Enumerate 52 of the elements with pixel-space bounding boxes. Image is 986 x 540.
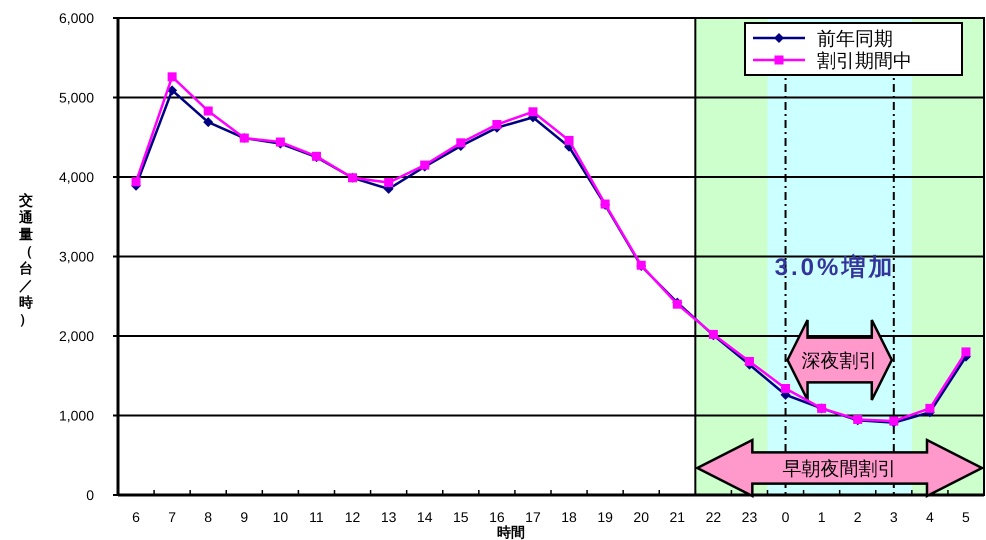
legend-label: 前年同期 <box>817 29 893 50</box>
x-tick-label: 19 <box>597 509 614 525</box>
y-tick-label: 1,000 <box>58 408 94 424</box>
point <box>168 72 177 82</box>
legend-label: 割引期間中 <box>817 51 912 72</box>
x-tick-label: 15 <box>453 509 469 525</box>
annotation: 3.0%増加 <box>774 253 896 281</box>
point <box>132 177 141 186</box>
x-tick-label: 5 <box>962 509 970 525</box>
x-tick-label: 4 <box>926 509 934 525</box>
x-tick-label: 13 <box>380 509 397 525</box>
band-label: 早朝夜間割引 <box>782 458 897 480</box>
x-tick-label: 0 <box>782 509 790 525</box>
x-tick-label: 21 <box>670 509 686 525</box>
point <box>925 404 934 413</box>
x-tick-label: 11 <box>309 509 324 525</box>
y-tick-label: 2,000 <box>58 328 94 344</box>
y-tick-label: 4,000 <box>58 169 94 185</box>
x-tick-label: 12 <box>344 509 361 525</box>
x-tick-label: 17 <box>525 509 541 525</box>
y-tick-label: 0 <box>86 487 94 503</box>
x-tick-label: 16 <box>489 509 505 525</box>
point <box>203 117 214 128</box>
x-tick-label: 23 <box>742 509 758 525</box>
x-tick-label: 6 <box>132 509 140 525</box>
point <box>961 347 970 356</box>
band-label: 深夜割引 <box>802 350 878 372</box>
point <box>564 136 574 145</box>
x-tick-label: 1 <box>818 509 826 525</box>
point <box>528 107 538 116</box>
y-tick-label: 3,000 <box>58 248 94 264</box>
x-axis-title: 時間 <box>497 524 525 540</box>
y-tick-label: 5,000 <box>58 90 94 106</box>
x-tick-label: 7 <box>168 509 176 525</box>
y-axis-title: 交通量（台／時） <box>18 192 34 327</box>
point <box>492 120 502 130</box>
x-tick-label: 14 <box>416 509 433 525</box>
point <box>781 384 790 393</box>
y-tick-label: 6,000 <box>58 10 94 26</box>
point <box>456 138 466 148</box>
point <box>167 85 178 96</box>
x-tick-label: 18 <box>561 509 578 525</box>
x-tick-label: 20 <box>633 509 650 525</box>
x-tick-label: 8 <box>204 509 212 525</box>
point <box>384 178 394 188</box>
x-tick-label: 2 <box>854 509 862 525</box>
x-tick-label: 22 <box>706 509 722 525</box>
x-tick-label: 3 <box>890 509 898 525</box>
x-tick-label: 10 <box>272 509 288 525</box>
point <box>204 106 213 116</box>
x-tick-label: 9 <box>240 509 248 525</box>
point <box>744 356 754 366</box>
